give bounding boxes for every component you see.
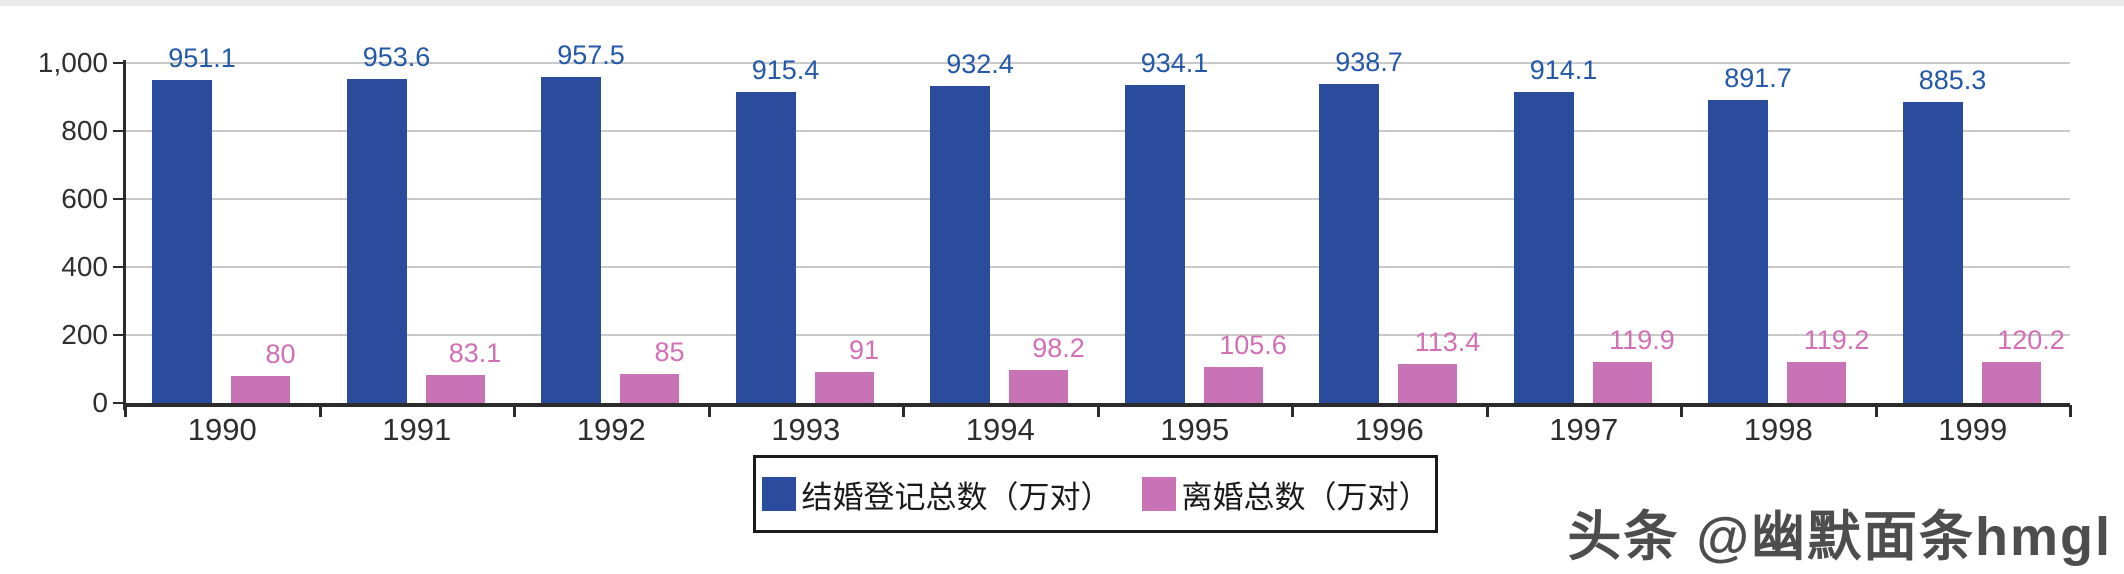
top-edge-strip: [0, 0, 2124, 6]
y-axis-label-400: 400: [61, 251, 108, 282]
legend-item-marriage: 结婚登记总数（万对）: [761, 472, 1112, 517]
value-label-divorce-1994: 98.2: [1032, 332, 1085, 363]
value-label-marriage-1993: 915.4: [751, 54, 820, 85]
y-axis-tick-600: [113, 198, 125, 200]
bar-marriage-1997: [1513, 92, 1574, 403]
x-axis-tick: [1874, 405, 1878, 417]
x-axis-tick: [902, 405, 905, 417]
value-label-divorce-1993: 91: [848, 335, 880, 366]
bar-marriage-1996: [1319, 83, 1379, 403]
bar-marriage-1994: [930, 85, 990, 403]
y-axis-tick-800: [113, 130, 125, 132]
legend-divorce-label: 离婚总数（万对）: [1181, 479, 1430, 515]
value-label-marriage-1996: 938.7: [1335, 46, 1403, 77]
bar-marriage-1993: [735, 91, 796, 403]
x-axis-tick: [1096, 405, 1100, 417]
bar-divorce-1992: [620, 374, 679, 403]
x-axis-label-1992: 1992: [576, 412, 646, 447]
bar-marriage-1999: [1902, 101, 1963, 403]
bar-marriage-1991: [346, 78, 407, 403]
bar-divorce-1999: [1981, 362, 2041, 403]
value-label-divorce-1997: 119.9: [1609, 325, 1675, 356]
value-label-marriage-1997: 914.1: [1529, 55, 1598, 86]
y-axis-tick-400: [113, 266, 125, 268]
legend-marriage-swatch-icon: [761, 477, 796, 511]
x-axis-tick: [318, 405, 322, 417]
value-label-divorce-1998: 119.2: [1803, 325, 1870, 356]
y-axis-label-200: 200: [61, 319, 108, 350]
bar-divorce-1994: [1009, 369, 1068, 403]
bar-divorce-1993: [814, 372, 874, 403]
x-axis-label-1994: 1994: [965, 412, 1035, 447]
bar-divorce-1996: [1398, 364, 1457, 403]
y-axis-label-0: 0: [92, 387, 108, 418]
gridline-1000: [125, 62, 2070, 64]
value-label-divorce-1999: 120.2: [1997, 325, 2065, 356]
x-axis-label-1997: 1997: [1549, 412, 1619, 447]
bar-divorce-1995: [1203, 367, 1263, 403]
x-axis-tick: [1680, 405, 1683, 417]
value-label-marriage-1999: 885.3: [1918, 64, 1987, 95]
bar-marriage-1998: [1708, 99, 1768, 403]
x-axis-label-1998: 1998: [1743, 412, 1813, 447]
value-label-marriage-1992: 957.5: [557, 40, 625, 71]
x-axis-tick: [2069, 405, 2072, 417]
x-axis-tick: [513, 405, 516, 417]
x-axis-label-1990: 1990: [187, 412, 257, 447]
y-axis-line: [123, 60, 126, 410]
x-axis-label-1996: 1996: [1354, 412, 1424, 447]
value-label-divorce-1995: 105.6: [1219, 330, 1287, 361]
y-axis-label-1000: 1,000: [37, 47, 108, 78]
legend-marriage-label: 结婚登记总数（万对）: [801, 479, 1112, 515]
x-axis-label-1993: 1993: [771, 412, 841, 447]
x-axis-tick: [1291, 405, 1294, 417]
y-axis-tick-200: [113, 334, 125, 336]
y-axis-tick-0: [113, 402, 125, 404]
y-axis-tick-1000: [113, 62, 125, 64]
value-label-divorce-1991: 83.1: [448, 337, 502, 368]
watermark: 头条 @幽默面条hmgl: [1567, 507, 2112, 567]
bar-divorce-1997: [1592, 362, 1652, 403]
x-axis-label-1995: 1995: [1160, 412, 1230, 447]
value-label-divorce-1992: 85: [654, 337, 685, 368]
bar-divorce-1990: [231, 375, 290, 403]
legend-divorce-swatch-icon: [1141, 477, 1176, 511]
bar-marriage-1992: [541, 77, 601, 403]
value-label-marriage-1991: 953.6: [362, 41, 431, 72]
x-axis-tick: [1485, 405, 1489, 417]
y-axis-label-800: 800: [61, 115, 108, 146]
bar-marriage-1995: [1124, 85, 1185, 403]
value-label-divorce-1996: 113.4: [1414, 327, 1481, 358]
legend: 结婚登记总数（万对） 离婚总数（万对）: [753, 455, 1438, 533]
y-axis-label-600: 600: [61, 183, 108, 214]
x-axis-label-1991: 1991: [382, 412, 452, 447]
value-label-marriage-1994: 932.4: [946, 48, 1014, 79]
gridline-800: [125, 130, 2070, 132]
gridline-600: [125, 198, 2070, 200]
bar-divorce-1991: [425, 374, 485, 403]
bar-marriage-1990: [152, 79, 212, 403]
x-axis-tick: [124, 405, 127, 417]
bar-divorce-1998: [1787, 362, 1846, 403]
value-label-divorce-1990: 80: [265, 338, 296, 369]
gridline-200: [125, 334, 2070, 336]
value-label-marriage-1995: 934.1: [1140, 48, 1209, 79]
value-label-marriage-1998: 891.7: [1724, 62, 1792, 93]
legend-item-divorce: 离婚总数（万对）: [1141, 472, 1430, 517]
x-axis-tick: [707, 405, 711, 417]
x-axis-label-1999: 1999: [1938, 412, 2008, 447]
gridline-400: [125, 266, 2070, 268]
value-label-marriage-1990: 951.1: [168, 42, 236, 73]
